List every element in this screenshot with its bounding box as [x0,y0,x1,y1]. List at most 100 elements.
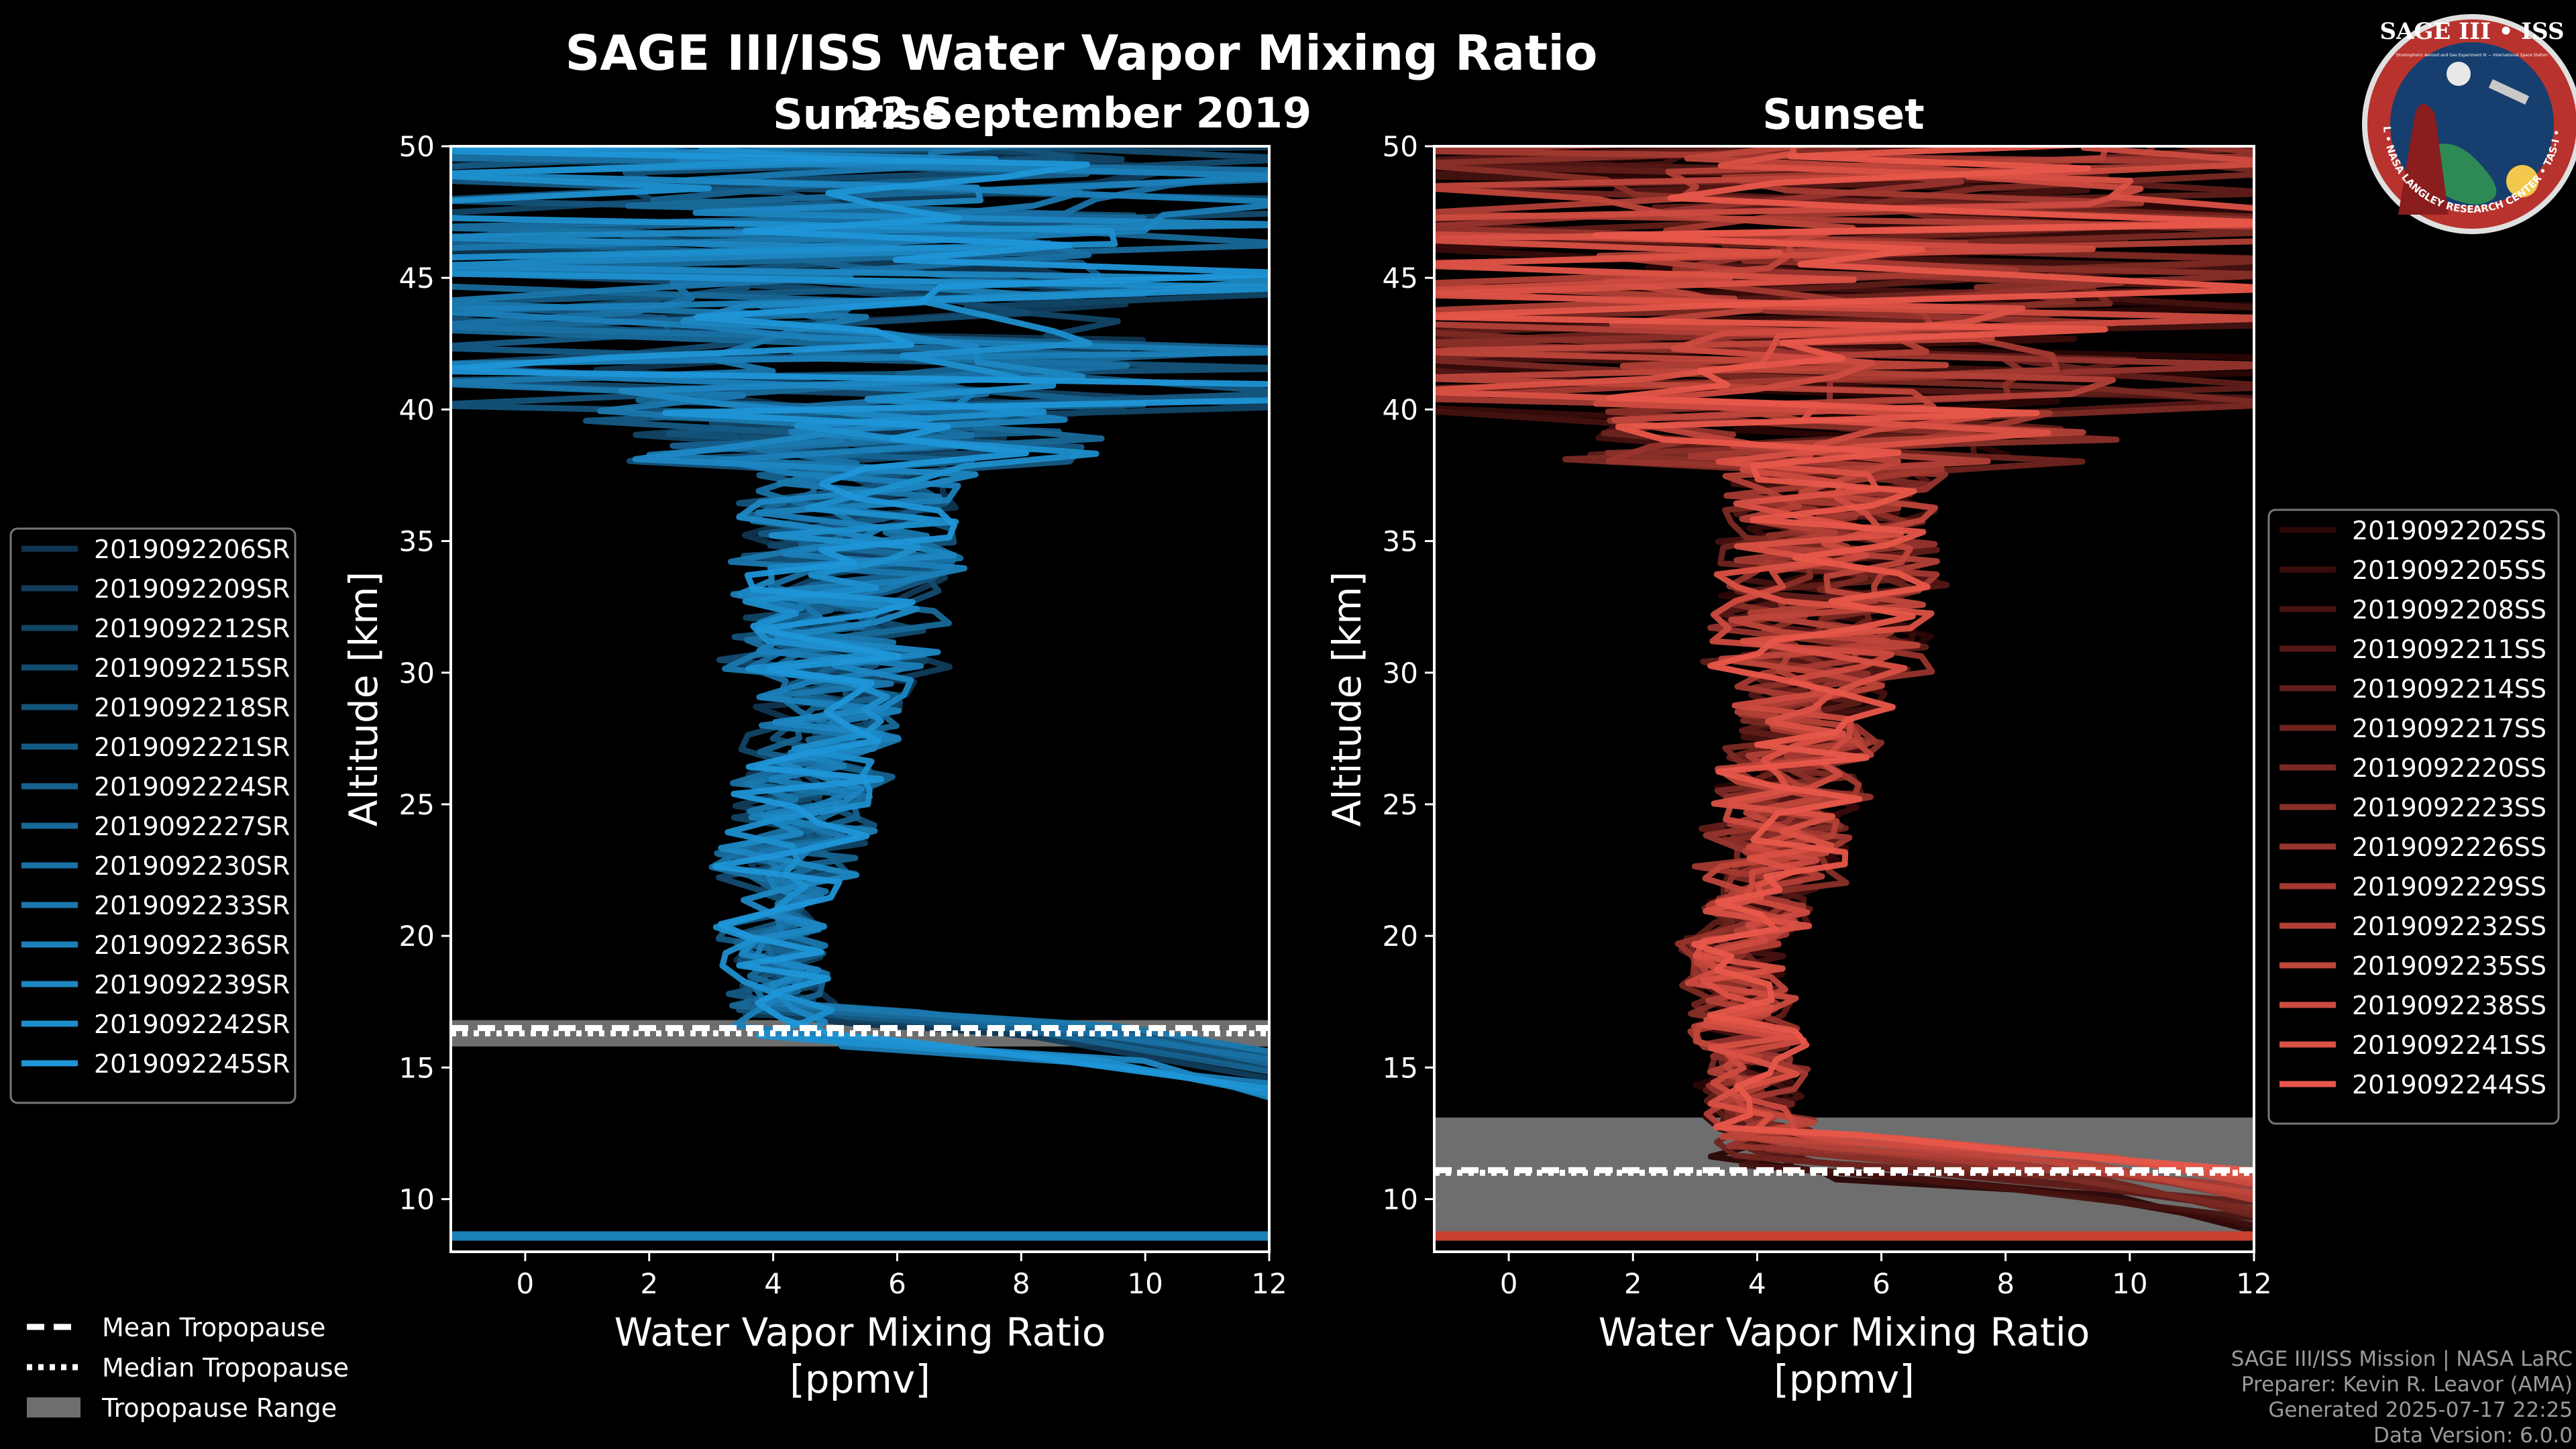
y-tick-label: 15 [1383,1051,1418,1084]
logo-figure-icon [2398,104,2449,215]
profile-line-2019092244SS [1434,146,2254,1174]
logo-station-icon [2488,78,2530,105]
legend-label-2019092208SS: 2019092208SS [2352,595,2546,625]
y-tick-label: 45 [399,262,435,294]
y-tick-label: 20 [1383,920,1418,953]
y-tick-label: 30 [399,657,435,690]
y-tick-label: 45 [1383,262,1418,294]
credits-line-1: SAGE III/ISS Mission | NASA LaRC [2231,1347,2573,1371]
sunrise-legend: 2019092206SR 2019092209SR 2019092212SR 2019… [9,527,297,1104]
y-axis-label: Altitude [km] [341,572,386,826]
x-axis-label: [ppmv] [1774,1356,1915,1402]
legend-label-2019092245SR: 2019092245SR [94,1049,290,1079]
credits-line-2: Preparer: Kevin R. Leavor (AMA) [2241,1373,2573,1397]
legend-label-2019092218SR: 2019092218SR [94,693,290,722]
x-tick-label: 10 [2112,1267,2147,1300]
legend-label-2019092212SR: 2019092212SR [94,614,290,643]
y-tick-label: 25 [399,788,435,821]
x-tick-label: 8 [1012,1267,1030,1300]
legend-label-2019092233SR: 2019092233SR [94,891,290,920]
legend-label-2019092214SS: 2019092214SS [2352,674,2546,704]
right-panel-title: Sunset [1762,90,1925,139]
credits-line-3: Generated 2025-07-17 22:25 [2268,1398,2573,1422]
legend-label-2019092229SS: 2019092229SS [2352,872,2546,902]
median-tropopause-label: Median Tropopause [102,1353,349,1383]
left-panel-title: Sunrise [773,90,950,139]
logo-moon-icon [2447,62,2471,86]
chart-title: SAGE III/ISS Water Vapor Mixing Ratio [565,25,1597,81]
legend-frame [2267,508,2560,1125]
x-tick-label: 12 [1251,1267,1287,1300]
legend-label-2019092232SS: 2019092232SS [2352,912,2546,941]
plot-area [1434,146,2254,1241]
legend-label-2019092206SR: 2019092206SR [94,535,290,564]
legend-label-2019092244SS: 2019092244SS [2352,1070,2546,1099]
y-tick-label: 10 [1383,1183,1418,1216]
x-tick-label: 12 [2236,1267,2271,1300]
legend-label-2019092238SS: 2019092238SS [2352,991,2546,1020]
y-tick-label: 30 [1383,657,1418,690]
sunset-legend: 2019092202SS 2019092205SS 2019092208SS 2019… [2267,508,2560,1125]
sunrise-panel: 0 2 4 6 8 10 12 10 15 20 25 30 35 40 45 50 Water Vapor M… [341,130,1287,1402]
y-tick-label: 25 [1383,788,1418,821]
chart-date: 22 September 2019 [851,89,1311,138]
mean-tropopause-label: Mean Tropopause [102,1313,325,1342]
legend-label-2019092224SR: 2019092224SR [94,772,290,802]
y-tick-label: 15 [399,1051,435,1084]
tropopause-range-label: Tropopause Range [101,1393,337,1423]
legend-label-2019092221SR: 2019092221SR [94,733,290,762]
legend-label-2019092236SR: 2019092236SR [94,930,290,960]
legend-label-2019092223SS: 2019092223SS [2352,793,2546,822]
x-axis-label: Water Vapor Mixing Ratio [614,1309,1106,1355]
legend-label-2019092227SR: 2019092227SR [94,812,290,841]
legend-label-2019092230SR: 2019092230SR [94,851,290,881]
y-tick-label: 50 [399,130,435,163]
legend-label-2019092205SS: 2019092205SS [2352,555,2546,585]
tropopause-range-swatch [27,1397,80,1417]
tropopause-legend: Mean Tropopause Median Tropopause Tropop… [27,1313,349,1423]
profile-line-2019092241SS [1434,146,2254,1181]
legend-label-2019092215SR: 2019092215SR [94,653,290,683]
x-tick-label: 0 [1500,1267,1518,1300]
x-tick-label: 4 [764,1267,782,1300]
plot-frame [449,145,1271,1253]
x-tick-label: 6 [1872,1267,1890,1300]
logo-name: SAGE III • ISS [2379,18,2564,45]
x-tick-label: 0 [517,1267,535,1300]
legend-label-2019092226SS: 2019092226SS [2352,833,2546,862]
x-tick-label: 8 [1996,1267,2015,1300]
logo-sun-icon [2506,165,2538,197]
x-axis-label: Water Vapor Mixing Ratio [1599,1309,2090,1355]
profile-line-2019092233SR [451,146,1269,1055]
y-axis-label: Altitude [km] [1324,572,1370,826]
x-tick-label: 4 [1748,1267,1766,1300]
x-tick-label: 2 [1624,1267,1642,1300]
legend-label-2019092217SS: 2019092217SS [2352,714,2546,743]
x-tick-label: 2 [640,1267,658,1300]
x-axis-label: [ppmv] [790,1356,930,1402]
y-tick-label: 35 [1383,525,1418,558]
legend-label-2019092202SS: 2019092202SS [2352,516,2546,545]
y-tick-label: 40 [399,393,435,426]
legend-label-2019092235SS: 2019092235SS [2352,951,2546,981]
legend-frame [9,527,297,1104]
x-tick-label: 6 [888,1267,906,1300]
legend-label-2019092211SS: 2019092211SS [2352,635,2546,664]
plot-frame [1433,145,2255,1253]
credits: SAGE III/ISS Mission | NASA LaRC Prepare… [2231,1347,2573,1448]
legend-label-2019092242SR: 2019092242SR [94,1010,290,1039]
profile-line-2019092245SR [451,146,1269,1092]
x-tick-label: 10 [1127,1267,1163,1300]
y-tick-label: 50 [1383,130,1418,163]
legend-label-2019092209SR: 2019092209SR [94,574,290,604]
y-tick-label: 40 [1383,393,1418,426]
legend-label-2019092239SR: 2019092239SR [94,970,290,1000]
credits-line-4: Data Version: 6.0.0 [2373,1424,2573,1448]
y-tick-label: 10 [399,1183,435,1216]
plot-area [451,146,1269,1241]
y-tick-label: 20 [399,920,435,953]
sunset-panel: 0 2 4 6 8 10 12 10 15 20 25 30 35 40 45 50 Water Vapor M… [1324,130,2272,1402]
logo-subtitle: Stratospheric Aerosol and Gas Experiment… [2396,53,2548,58]
legend-label-2019092220SS: 2019092220SS [2352,753,2546,783]
